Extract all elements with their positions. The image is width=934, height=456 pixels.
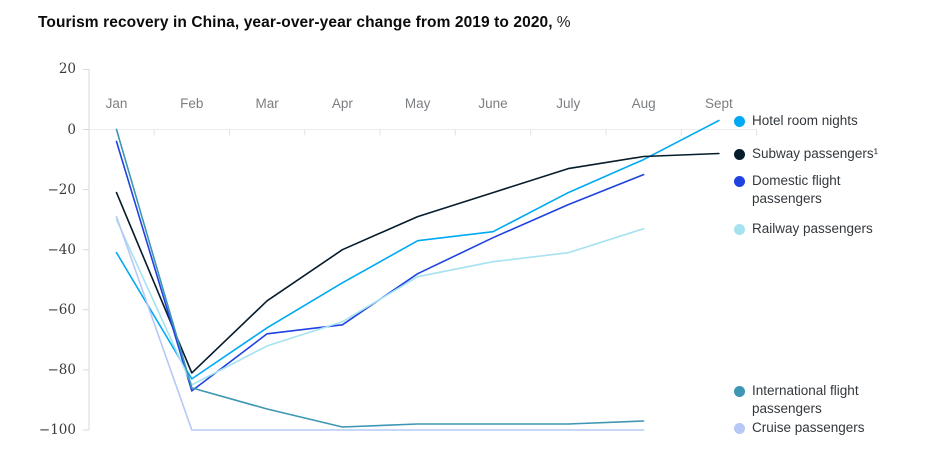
legend-label-domestic-flight-passengers: Domestic flight passengers <box>752 172 841 208</box>
x-axis-label-june: June <box>478 96 508 111</box>
x-axis-label-may: May <box>404 96 431 111</box>
legend-label-line: Subway passengers¹ <box>752 146 879 161</box>
legend-label-line: Domestic flight <box>752 173 841 188</box>
chart-title-text: Tourism recovery in China, year-over-yea… <box>38 14 553 31</box>
legend-dot-cruise-passengers <box>734 422 745 434</box>
y-axis-label--40: −40 <box>47 241 77 258</box>
series-line-domestic-flight-passengers <box>115 140 645 392</box>
legend-label-line: passengers <box>752 401 822 416</box>
series-line-hotel-room-nights <box>115 119 720 380</box>
legend-label-line: passengers <box>752 191 822 206</box>
y-axis-label--60: −60 <box>47 301 77 318</box>
legend-label-hotel-room-nights: Hotel room nights <box>752 112 858 130</box>
legend-label-railway-passengers: Railway passengers <box>752 220 873 238</box>
legend-label-line: International flight <box>752 383 859 398</box>
series-line-international-flight-passengers <box>115 128 645 428</box>
series-line-railway-passengers <box>115 218 645 386</box>
x-axis-label-sept: Sept <box>705 96 733 111</box>
y-axis-label--20: −20 <box>47 181 77 198</box>
y-axis-label-0: 0 <box>67 121 76 138</box>
legend-label-line: Railway passengers <box>752 221 873 236</box>
x-axis-label-aug: Aug <box>631 96 656 111</box>
legend-dot-railway-passengers <box>734 223 745 235</box>
legend-label-cruise-passengers: Cruise passengers <box>752 419 865 437</box>
legend-dot-international-flight-passengers <box>734 385 745 397</box>
legend-label-international-flight-passengers: International flight passengers <box>752 382 859 418</box>
x-axis-label-feb: Feb <box>180 96 204 111</box>
legend-dot-hotel-room-nights <box>734 115 745 127</box>
chart-title-unit: % <box>556 14 571 31</box>
legend-label-line: Cruise passengers <box>752 420 865 435</box>
legend-label-line: Hotel room nights <box>752 113 858 128</box>
x-axis-label-july: July <box>556 96 581 111</box>
chart-title: Tourism recovery in China, year-over-yea… <box>38 14 571 32</box>
legend-label-subway-passengers: Subway passengers¹ <box>752 145 878 163</box>
series-line-cruise-passengers <box>115 215 645 431</box>
x-axis-label-jan: Jan <box>105 96 128 111</box>
y-axis-label-20: 20 <box>58 61 76 78</box>
legend-dot-subway-passengers <box>734 148 745 160</box>
y-axis-label--100: −100 <box>38 422 76 438</box>
x-axis-label-mar: Mar <box>255 96 279 111</box>
legend-dot-domestic-flight-passengers <box>734 175 745 187</box>
y-axis-label--80: −80 <box>47 361 77 378</box>
x-axis-label-apr: Apr <box>331 96 353 111</box>
series-line-subway-passengers <box>115 152 720 374</box>
